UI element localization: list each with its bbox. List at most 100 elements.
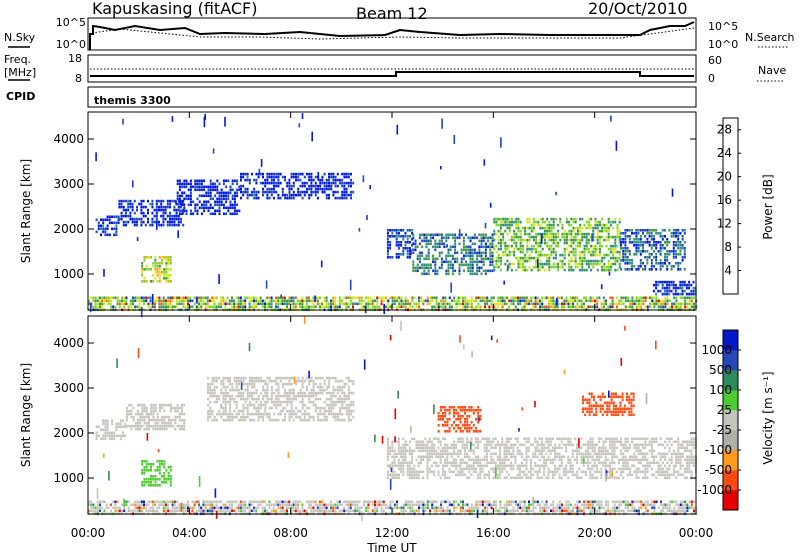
data-cell	[231, 299, 233, 303]
data-cell	[631, 299, 634, 303]
data-cell	[486, 302, 489, 306]
data-cell	[622, 302, 625, 306]
data-cell	[693, 296, 695, 300]
data-cell	[275, 397, 278, 401]
data-cell	[214, 209, 217, 213]
data-cell	[673, 296, 676, 300]
data-cell	[141, 265, 144, 268]
data-cell	[185, 179, 188, 183]
data-cell	[125, 299, 128, 303]
data-cell	[386, 443, 389, 447]
data-cell	[209, 388, 212, 392]
data-cell	[547, 443, 550, 447]
data-cell	[579, 238, 582, 242]
data-cell	[248, 299, 251, 303]
data-cell	[574, 235, 577, 239]
data-cell	[181, 406, 183, 410]
data-cell	[165, 256, 168, 259]
data-cell	[259, 302, 262, 306]
data-cell	[106, 434, 109, 438]
data-cell	[240, 397, 243, 401]
data-cell	[583, 247, 586, 251]
data-cell	[609, 223, 612, 227]
data-cell	[529, 473, 532, 477]
data-cell	[281, 376, 284, 380]
data-cell	[637, 265, 640, 268]
data-cell	[198, 200, 201, 204]
data-cell	[428, 437, 431, 441]
data-cell	[455, 458, 458, 462]
data-cell	[677, 244, 680, 247]
data-cell	[398, 302, 401, 306]
data-cell	[452, 446, 455, 450]
data-cell	[493, 259, 496, 263]
data-cell	[237, 418, 240, 422]
data-cell	[598, 452, 601, 456]
data-cell	[530, 244, 533, 248]
data-cell	[317, 376, 320, 380]
data-cell	[292, 184, 295, 188]
data-cell	[118, 302, 121, 306]
data-cell	[603, 253, 606, 257]
data-cell	[422, 443, 425, 447]
data-cell	[248, 400, 251, 404]
data-cell	[504, 262, 507, 266]
data-cell	[419, 443, 422, 447]
data-cell	[246, 175, 249, 179]
data-cell	[336, 400, 339, 404]
data-cell	[94, 296, 97, 300]
data-cell	[465, 254, 468, 258]
data-cell	[277, 382, 280, 386]
data-cell	[444, 470, 447, 474]
data-cell	[356, 302, 359, 306]
data-cell	[124, 425, 127, 429]
data-cell	[119, 434, 122, 438]
data-cell	[402, 235, 405, 238]
data-cell	[239, 302, 242, 306]
data-cell	[299, 299, 302, 303]
data-cell	[169, 466, 172, 469]
data-cell	[477, 461, 480, 465]
data-cell	[499, 458, 502, 462]
data-cell	[628, 229, 631, 232]
data-cell	[328, 412, 331, 416]
data-cell	[194, 185, 197, 189]
data-cell	[237, 296, 240, 300]
data-cell	[663, 289, 666, 293]
data-cell	[167, 403, 170, 407]
data-cell	[152, 403, 155, 407]
data-cell	[434, 269, 437, 273]
data-cell	[659, 265, 662, 268]
data-cell	[360, 302, 363, 306]
data-cell	[244, 305, 247, 309]
data-cell	[451, 236, 454, 240]
data-cell	[583, 259, 586, 263]
data-cell	[397, 253, 400, 256]
data-cell	[467, 266, 470, 270]
data-cell	[334, 302, 337, 306]
data-cell	[308, 412, 311, 416]
data-cell	[176, 406, 179, 410]
data-cell	[286, 305, 288, 309]
data-cell	[562, 470, 565, 474]
data-cell	[455, 446, 458, 450]
data-cell	[600, 467, 603, 471]
data-cell	[682, 302, 684, 306]
data-cell	[171, 299, 174, 303]
data-cell	[198, 179, 201, 183]
data-cell	[115, 230, 118, 234]
data-cell	[457, 470, 460, 474]
data-cell	[303, 193, 306, 197]
data-cell	[402, 299, 405, 303]
data-cell	[513, 235, 516, 239]
data-cell	[317, 190, 319, 194]
data-cell	[323, 412, 326, 416]
data-cell	[104, 425, 107, 429]
beam-title: Beam 12	[356, 4, 428, 23]
data-cell	[215, 385, 218, 389]
data-cell	[501, 470, 504, 474]
data-cell	[418, 257, 421, 261]
data-cell	[275, 190, 278, 194]
data-cell	[668, 292, 671, 296]
data-cell	[286, 397, 289, 401]
